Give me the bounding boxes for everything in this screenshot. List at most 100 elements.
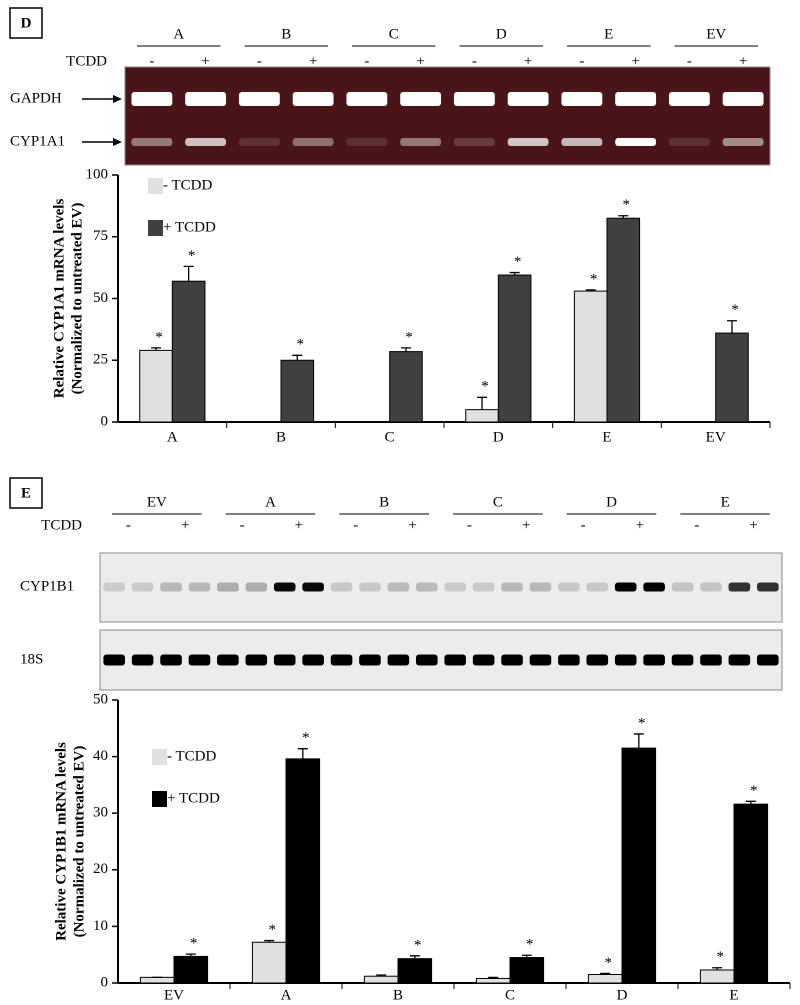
y-axis-label: (Normalized to untreated EV)	[69, 203, 85, 395]
panel-label: E	[21, 485, 31, 501]
gel-band	[330, 582, 353, 592]
gel-band	[188, 654, 211, 666]
bar	[606, 217, 641, 423]
gel-band	[160, 582, 182, 592]
significance-mark: *	[190, 936, 198, 952]
treatment-sign: +	[636, 517, 644, 533]
gel-band	[273, 654, 296, 666]
gel-band	[400, 92, 442, 106]
error-bar	[745, 800, 756, 805]
gel-band	[501, 582, 523, 592]
gel-band	[561, 92, 603, 106]
gel-band	[131, 138, 173, 146]
bar	[173, 955, 209, 984]
gel-band	[415, 654, 438, 666]
gel-band	[103, 582, 126, 592]
treatment-sign: +	[524, 53, 532, 69]
bar	[587, 974, 623, 984]
bar	[715, 332, 749, 423]
legend-swatch	[152, 791, 167, 807]
gel-band	[131, 92, 173, 106]
group-label: D	[606, 494, 617, 510]
error-bar	[376, 974, 387, 977]
gel-band	[643, 582, 665, 592]
significance-mark: *	[188, 248, 196, 264]
group-label: E	[721, 494, 730, 510]
gel-band	[668, 92, 710, 106]
bar	[171, 280, 206, 423]
treatment-sign: -	[581, 517, 586, 533]
gel-band	[586, 582, 609, 592]
y-tick-label: 20	[93, 861, 108, 877]
group-label: EV	[706, 26, 726, 42]
significance-mark: *	[590, 271, 598, 287]
band-label: 18S	[20, 651, 43, 667]
gel-band	[217, 654, 239, 666]
y-axis-label: Relative CYP1A1 mRNA levels	[51, 199, 67, 399]
treatment-sign: +	[522, 517, 530, 533]
gel-band	[453, 138, 495, 146]
bar	[509, 957, 545, 984]
bar	[139, 349, 173, 423]
treatment-sign: -	[694, 517, 699, 533]
error-bar	[633, 733, 644, 749]
gel-band	[346, 138, 388, 146]
gel-band	[103, 654, 126, 666]
treatment-sign: -	[687, 53, 692, 69]
gel-band	[558, 654, 580, 666]
treatment-sign: +	[749, 517, 757, 533]
x-tick-label: B	[276, 429, 286, 445]
error-bar	[264, 939, 275, 943]
bar	[475, 977, 511, 984]
bar	[363, 975, 399, 984]
group-label: B	[281, 26, 291, 42]
error-bar	[292, 354, 303, 361]
gel-band	[444, 654, 467, 666]
gel-band	[671, 582, 694, 592]
significance-mark: *	[414, 937, 422, 953]
treatment-sign: +	[201, 53, 209, 69]
group-label: A	[265, 494, 276, 510]
gel-band	[359, 582, 381, 592]
gel-band	[472, 654, 495, 666]
gel-band	[472, 582, 495, 592]
gel-band	[292, 138, 334, 146]
gel-band	[188, 582, 211, 592]
significance-mark: *	[405, 329, 413, 345]
panel-label: D	[21, 15, 32, 31]
error-bar	[600, 972, 611, 975]
bar	[280, 359, 315, 423]
y-tick-label: 50	[93, 691, 108, 707]
gel-band	[643, 654, 665, 666]
legend-label: + TCDD	[163, 219, 216, 235]
error-bar	[726, 320, 737, 334]
treatment-sign: +	[739, 53, 747, 69]
gel-band	[756, 654, 779, 666]
gel-band	[330, 654, 353, 666]
legend-swatch	[148, 178, 163, 194]
y-tick-label: 100	[86, 166, 109, 182]
x-tick-label: EV	[164, 987, 184, 1003]
band-arrow-head	[113, 138, 122, 146]
gel-band	[346, 92, 388, 106]
gel-band	[453, 92, 495, 106]
y-tick-label: 40	[93, 748, 108, 764]
gel-band	[245, 654, 268, 666]
error-bar	[712, 967, 723, 970]
gel-band	[160, 654, 182, 666]
treatment-sign: +	[181, 517, 189, 533]
gel-band	[217, 582, 239, 592]
error-bar	[183, 265, 194, 282]
y-tick-label: 50	[93, 290, 108, 306]
gel-band	[387, 582, 410, 592]
significance-mark: *	[481, 379, 489, 395]
gel-band	[728, 582, 751, 592]
significance-mark: *	[302, 730, 310, 746]
gel-band	[131, 582, 154, 592]
gel-band	[614, 654, 637, 666]
group-label: C	[389, 26, 399, 42]
band-label: GAPDH	[10, 90, 62, 106]
significance-mark: *	[297, 337, 305, 353]
gel-band	[728, 654, 751, 666]
